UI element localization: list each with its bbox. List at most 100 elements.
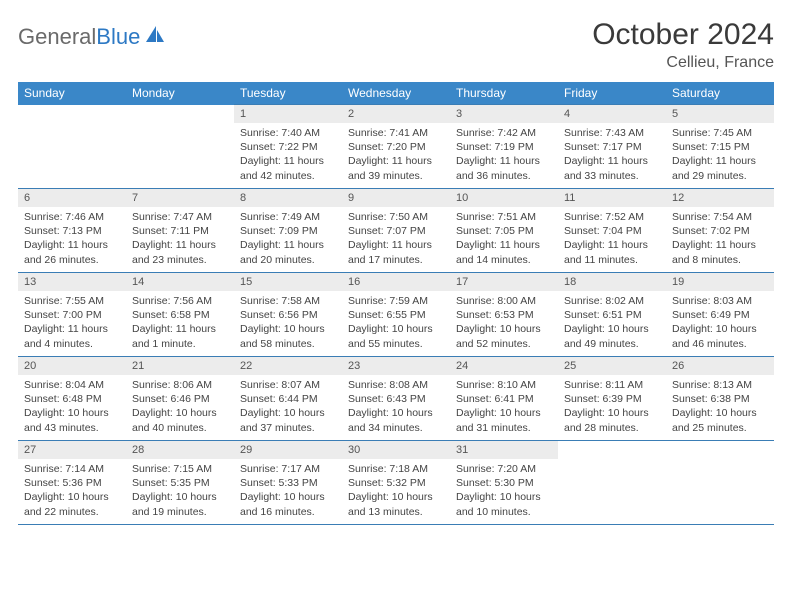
daylight-line: Daylight: 10 hours and 58 minutes. xyxy=(240,322,336,350)
day-details: Sunrise: 8:11 AMSunset: 6:39 PMDaylight:… xyxy=(558,375,666,439)
calendar-cell: 5Sunrise: 7:45 AMSunset: 7:15 PMDaylight… xyxy=(666,105,774,189)
sunrise-line: Sunrise: 7:41 AM xyxy=(348,126,444,140)
calendar-cell: 4Sunrise: 7:43 AMSunset: 7:17 PMDaylight… xyxy=(558,105,666,189)
sunrise-line: Sunrise: 7:46 AM xyxy=(24,210,120,224)
daylight-line: Daylight: 11 hours and 4 minutes. xyxy=(24,322,120,350)
day-number: 13 xyxy=(18,273,126,291)
calendar-cell: 29Sunrise: 7:17 AMSunset: 5:33 PMDayligh… xyxy=(234,441,342,525)
daylight-line: Daylight: 10 hours and 28 minutes. xyxy=(564,406,660,434)
calendar-cell: 12Sunrise: 7:54 AMSunset: 7:02 PMDayligh… xyxy=(666,189,774,273)
sunset-line: Sunset: 6:53 PM xyxy=(456,308,552,322)
calendar-cell: 26Sunrise: 8:13 AMSunset: 6:38 PMDayligh… xyxy=(666,357,774,441)
sunset-line: Sunset: 7:19 PM xyxy=(456,140,552,154)
calendar-cell: 11Sunrise: 7:52 AMSunset: 7:04 PMDayligh… xyxy=(558,189,666,273)
day-number: 30 xyxy=(342,441,450,459)
calendar-cell: 8Sunrise: 7:49 AMSunset: 7:09 PMDaylight… xyxy=(234,189,342,273)
daylight-line: Daylight: 11 hours and 36 minutes. xyxy=(456,154,552,182)
daylight-line: Daylight: 11 hours and 23 minutes. xyxy=(132,238,228,266)
sunrise-line: Sunrise: 8:04 AM xyxy=(24,378,120,392)
sunset-line: Sunset: 7:05 PM xyxy=(456,224,552,238)
day-details: Sunrise: 7:45 AMSunset: 7:15 PMDaylight:… xyxy=(666,123,774,187)
daylight-line: Daylight: 10 hours and 22 minutes. xyxy=(24,490,120,518)
sunset-line: Sunset: 5:35 PM xyxy=(132,476,228,490)
day-number: 19 xyxy=(666,273,774,291)
sunrise-line: Sunrise: 7:54 AM xyxy=(672,210,768,224)
sunset-line: Sunset: 7:00 PM xyxy=(24,308,120,322)
weekday-header: Tuesday xyxy=(234,82,342,105)
daylight-line: Daylight: 11 hours and 42 minutes. xyxy=(240,154,336,182)
day-number: 3 xyxy=(450,105,558,123)
daylight-line: Daylight: 11 hours and 8 minutes. xyxy=(672,238,768,266)
weekday-header: Sunday xyxy=(18,82,126,105)
day-number: 29 xyxy=(234,441,342,459)
calendar-cell: 24Sunrise: 8:10 AMSunset: 6:41 PMDayligh… xyxy=(450,357,558,441)
calendar-cell xyxy=(126,105,234,189)
weekday-header: Saturday xyxy=(666,82,774,105)
calendar-cell: 20Sunrise: 8:04 AMSunset: 6:48 PMDayligh… xyxy=(18,357,126,441)
day-number: 1 xyxy=(234,105,342,123)
sunset-line: Sunset: 6:39 PM xyxy=(564,392,660,406)
day-number: 21 xyxy=(126,357,234,375)
calendar-cell xyxy=(18,105,126,189)
day-details: Sunrise: 7:47 AMSunset: 7:11 PMDaylight:… xyxy=(126,207,234,271)
location-label: Cellieu, France xyxy=(592,54,774,72)
daylight-line: Daylight: 10 hours and 10 minutes. xyxy=(456,490,552,518)
sunset-line: Sunset: 5:32 PM xyxy=(348,476,444,490)
day-number: 17 xyxy=(450,273,558,291)
daylight-line: Daylight: 11 hours and 11 minutes. xyxy=(564,238,660,266)
sunrise-line: Sunrise: 8:11 AM xyxy=(564,378,660,392)
day-details: Sunrise: 7:15 AMSunset: 5:35 PMDaylight:… xyxy=(126,459,234,523)
sunset-line: Sunset: 7:07 PM xyxy=(348,224,444,238)
sunset-line: Sunset: 7:04 PM xyxy=(564,224,660,238)
sunrise-line: Sunrise: 7:55 AM xyxy=(24,294,120,308)
calendar-cell: 1Sunrise: 7:40 AMSunset: 7:22 PMDaylight… xyxy=(234,105,342,189)
day-details: Sunrise: 8:04 AMSunset: 6:48 PMDaylight:… xyxy=(18,375,126,439)
day-details: Sunrise: 7:17 AMSunset: 5:33 PMDaylight:… xyxy=(234,459,342,523)
sunset-line: Sunset: 7:17 PM xyxy=(564,140,660,154)
sunrise-line: Sunrise: 8:07 AM xyxy=(240,378,336,392)
day-number: 8 xyxy=(234,189,342,207)
calendar-cell: 27 Sunrise: 7:14 AMSunset: 5:36 PMDayligh… xyxy=(18,441,126,525)
sunrise-line: Sunrise: 7:15 AM xyxy=(132,462,228,476)
sunrise-line: Sunrise: 8:00 AM xyxy=(456,294,552,308)
calendar-cell: 16Sunrise: 7:59 AMSunset: 6:55 PMDayligh… xyxy=(342,273,450,357)
calendar-cell: 13Sunrise: 7:55 AMSunset: 7:00 PMDayligh… xyxy=(18,273,126,357)
sunrise-line: Sunrise: 7:42 AM xyxy=(456,126,552,140)
day-details: Sunrise: 7:58 AMSunset: 6:56 PMDaylight:… xyxy=(234,291,342,355)
sunrise-line: Sunrise: 7:18 AM xyxy=(348,462,444,476)
day-number: 16 xyxy=(342,273,450,291)
day-number: 20 xyxy=(18,357,126,375)
sunrise-line: Sunrise: 7:43 AM xyxy=(564,126,660,140)
sunrise-line: Sunrise: 7:49 AM xyxy=(240,210,336,224)
daylight-line: Daylight: 10 hours and 34 minutes. xyxy=(348,406,444,434)
day-details: Sunrise: 7:41 AMSunset: 7:20 PMDaylight:… xyxy=(342,123,450,187)
daylight-line: Daylight: 10 hours and 46 minutes. xyxy=(672,322,768,350)
day-details: Sunrise: 8:13 AMSunset: 6:38 PMDaylight:… xyxy=(666,375,774,439)
weekday-header: Thursday xyxy=(450,82,558,105)
day-details: Sunrise: 7:20 AMSunset: 5:30 PMDaylight:… xyxy=(450,459,558,523)
day-number: 9 xyxy=(342,189,450,207)
sunset-line: Sunset: 6:58 PM xyxy=(132,308,228,322)
daylight-line: Daylight: 10 hours and 25 minutes. xyxy=(672,406,768,434)
sunrise-line: Sunrise: 7:52 AM xyxy=(564,210,660,224)
sunset-line: Sunset: 5:33 PM xyxy=(240,476,336,490)
sunset-line: Sunset: 7:11 PM xyxy=(132,224,228,238)
sunrise-line: Sunrise: 7:58 AM xyxy=(240,294,336,308)
day-number: 25 xyxy=(558,357,666,375)
day-details: Sunrise: 8:10 AMSunset: 6:41 PMDaylight:… xyxy=(450,375,558,439)
brand-logo: GeneralBlue xyxy=(18,18,166,50)
sunrise-line: Sunrise: 7:51 AM xyxy=(456,210,552,224)
daylight-line: Daylight: 10 hours and 19 minutes. xyxy=(132,490,228,518)
day-number: 27 xyxy=(18,441,126,459)
daylight-line: Daylight: 11 hours and 20 minutes. xyxy=(240,238,336,266)
sunset-line: Sunset: 5:36 PM xyxy=(24,476,120,490)
sunrise-line: Sunrise: 8:02 AM xyxy=(564,294,660,308)
day-details: Sunrise: 7:55 AMSunset: 7:00 PMDaylight:… xyxy=(18,291,126,355)
day-details: Sunrise: 7:54 AMSunset: 7:02 PMDaylight:… xyxy=(666,207,774,271)
sunrise-line: Sunrise: 7:14 AM xyxy=(24,462,120,476)
day-details: Sunrise: 7:56 AMSunset: 6:58 PMDaylight:… xyxy=(126,291,234,355)
sunrise-line: Sunrise: 7:56 AM xyxy=(132,294,228,308)
calendar-cell: 10Sunrise: 7:51 AMSunset: 7:05 PMDayligh… xyxy=(450,189,558,273)
sunset-line: Sunset: 6:38 PM xyxy=(672,392,768,406)
calendar-cell: 2Sunrise: 7:41 AMSunset: 7:20 PMDaylight… xyxy=(342,105,450,189)
